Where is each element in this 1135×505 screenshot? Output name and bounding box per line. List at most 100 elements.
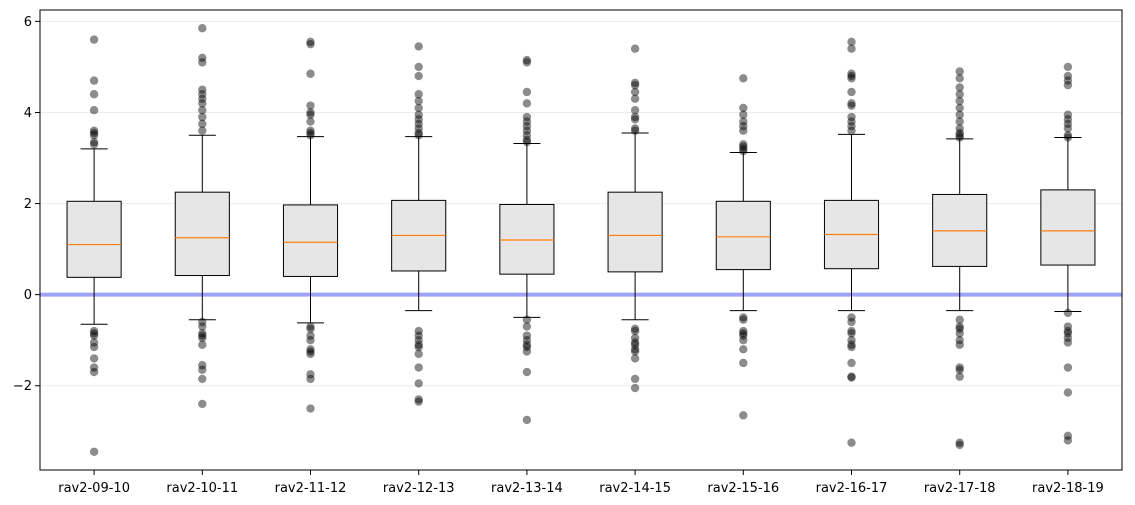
x-tick-label: rav2-18-19 [1032, 481, 1104, 496]
outlier-point [414, 110, 423, 119]
outlier-point [955, 329, 964, 338]
outlier-point [955, 335, 964, 345]
outlier-point [739, 126, 748, 135]
box [66, 200, 122, 278]
outlier-point [847, 317, 856, 327]
outlier-point [739, 331, 748, 340]
outlier-point [306, 335, 315, 345]
outlier-point [955, 365, 964, 375]
outlier-point [630, 324, 640, 334]
outlier-point [847, 340, 856, 349]
outlier-point [414, 124, 423, 133]
x-tick-label: rav2-10-11 [166, 481, 238, 496]
outlier-point [89, 140, 99, 149]
x-tick-label: rav2-17-18 [924, 481, 996, 496]
outlier-point [630, 326, 640, 336]
outlier-point [522, 126, 532, 135]
outlier-point [198, 94, 207, 104]
outlier-point [414, 335, 423, 345]
outlier-point [955, 117, 964, 126]
outlier-point [198, 399, 207, 409]
x-tick-label: rav2-14-15 [599, 481, 671, 496]
outlier-point [847, 112, 856, 122]
outlier-point [1063, 333, 1073, 343]
outlier-point [414, 96, 423, 106]
outlier-point [630, 94, 640, 104]
outlier-point [847, 44, 856, 53]
outlier-point [847, 71, 856, 81]
box [174, 191, 230, 277]
outlier-point [522, 322, 532, 331]
outlier-point [847, 373, 856, 382]
outlier-point [89, 338, 99, 347]
outlier-point [89, 331, 99, 340]
outlier-point [1063, 388, 1073, 397]
outlier-point [630, 126, 640, 135]
outlier-point [198, 58, 207, 67]
outlier-point [414, 62, 423, 72]
outlier-point [1063, 322, 1073, 331]
outlier-point [414, 42, 423, 51]
outlier-point [414, 342, 423, 352]
outlier-point [739, 110, 748, 119]
outlier-point [630, 338, 640, 347]
outlier-point [522, 315, 532, 324]
outlier-point [89, 363, 99, 372]
outlier-point [522, 112, 532, 122]
outlier-point [89, 126, 99, 135]
outlier-point [630, 354, 640, 363]
outlier-point [739, 411, 748, 420]
outlier-point [847, 335, 856, 345]
outlier-point [847, 313, 856, 322]
outlier-point [1063, 329, 1073, 338]
box [499, 203, 555, 275]
box [715, 200, 771, 271]
outlier-point [89, 76, 99, 85]
y-axis-ticks: −2 0 2 4 6 [13, 15, 40, 394]
outlier-point [522, 137, 532, 147]
outlier-point [739, 74, 748, 83]
x-tick-label: rav2-09-10 [58, 481, 130, 496]
outlier-point [306, 37, 315, 47]
outlier-point [89, 137, 99, 147]
outlier-point [306, 126, 315, 135]
outlier-point [414, 128, 423, 138]
outlier-point [89, 128, 99, 138]
outlier-point [306, 347, 315, 356]
outlier-point [414, 131, 423, 140]
outlier-point [306, 404, 315, 413]
y-tick-label: 0 [24, 288, 32, 303]
x-tick-label: rav2-11-12 [275, 481, 347, 496]
outlier-point [522, 367, 532, 377]
outlier-point [955, 133, 964, 142]
box-group [607, 44, 663, 393]
outlier-point [414, 397, 423, 406]
outlier-point [1063, 124, 1073, 133]
outlier-point [847, 326, 856, 336]
outlier-point [89, 354, 99, 363]
outlier-point [630, 124, 640, 133]
outlier-point [847, 372, 856, 381]
x-tick-label: rav2-12-13 [383, 481, 455, 496]
outlier-point [198, 317, 207, 327]
outlier-point [198, 329, 207, 338]
outlier-point [306, 131, 315, 140]
outlier-point [955, 124, 964, 133]
outlier-point [414, 331, 423, 340]
outlier-point [414, 363, 423, 372]
outlier-point [522, 342, 532, 352]
y-tick-label: −2 [13, 379, 32, 394]
outlier-point [630, 340, 640, 349]
outlier-point [955, 96, 964, 106]
outlier-point [1063, 62, 1073, 72]
outlier-point [1063, 80, 1073, 90]
outlier-point [89, 329, 99, 338]
outlier-point [1063, 326, 1073, 336]
box-group [715, 74, 771, 420]
outlier-point [89, 105, 99, 115]
outlier-point [739, 329, 748, 338]
outlier-point [414, 103, 423, 113]
outlier-point [414, 115, 423, 124]
outlier-point [1063, 76, 1073, 85]
outlier-point [955, 324, 964, 334]
